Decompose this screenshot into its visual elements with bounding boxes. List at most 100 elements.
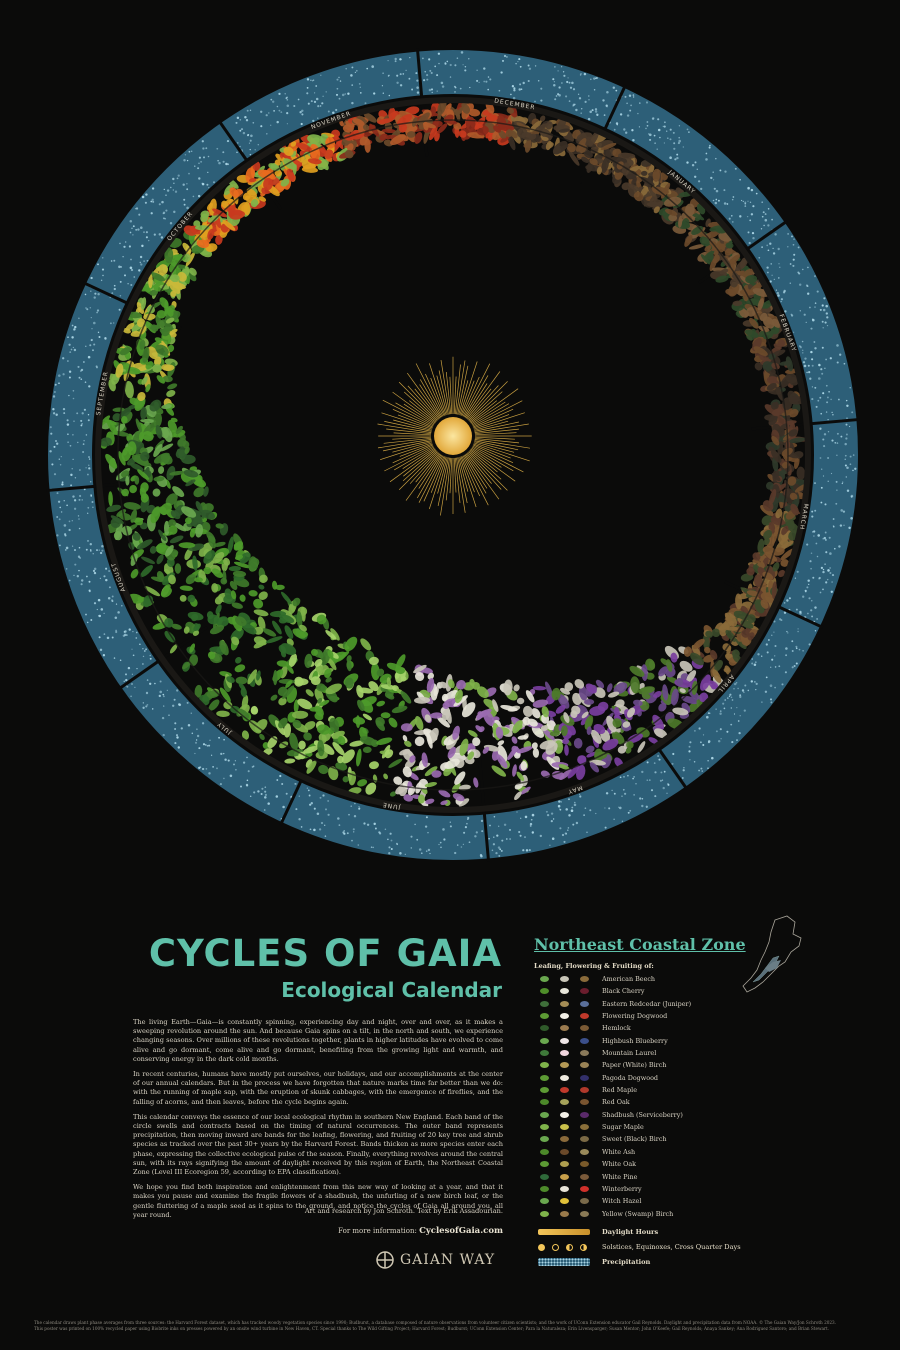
flower-icon [560,1210,569,1217]
leaf-icon [540,1062,549,1069]
legend-item: Witch Hazel [534,1195,754,1207]
paragraph: The living Earth—Gaia—is constantly spin… [133,1018,503,1063]
leaf-icon [540,988,549,995]
footer-notes: The calendar draws plant phase averages … [34,1320,868,1331]
leaf-icon [540,1161,549,1168]
poster-title: CYCLES OF GAIA [148,932,502,975]
fruit-icon [580,976,589,982]
credits: Art and research by Jon Schroth. Text by… [304,1207,503,1215]
legend-item: Mountain Laurel [534,1047,754,1059]
flower-icon [560,1037,569,1044]
fruit-icon [580,1074,589,1081]
flower-icon [560,976,569,982]
fruit-icon [580,1099,589,1106]
leaf-icon [540,1124,549,1131]
zone-subtitle: Leafing, Flowering & Fruiting of: [534,962,654,970]
legend-item: Hemlock [534,1022,754,1034]
legend-item: Sugar Maple [534,1121,754,1133]
website-link[interactable]: CyclesofGaia.com [419,1226,503,1236]
flower-icon [560,1148,569,1155]
flower-icon [560,1161,569,1168]
leaf-icon [540,1198,549,1205]
zone-title: Northeast Coastal Zone [534,935,746,954]
legend-item: Eastern Redcedar (Juniper) [534,998,754,1010]
flower-icon [560,1050,569,1057]
ecological-wheel: JANUARYFEBRUARYMARCHAPRILMAYJUNEJULYAUGU… [46,48,860,862]
fruit-icon [580,1000,589,1007]
legend-item: White Oak [534,1158,754,1170]
fruit-icon [580,1210,589,1217]
flower-icon [560,1074,569,1081]
brand-name: GAIAN WAY [400,1252,496,1268]
leaf-icon [540,1099,549,1106]
sun-icon [377,356,532,516]
footer-line: This poster was printed on 100% recycled… [34,1325,830,1331]
moon-phase-icons [538,1244,590,1252]
fruit-icon [580,1111,589,1118]
legend-item: Flowering Dogwood [534,1010,754,1022]
month-label: MARCH [798,503,810,531]
leaf-icon [540,976,549,982]
legend-item: Yellow (Swamp) Birch [534,1208,754,1220]
fruit-icon [580,1062,589,1069]
leaf-icon [540,1173,549,1180]
precipitation-ring [48,50,858,860]
leaf-icon [540,1210,549,1217]
legend-item: American Beech [534,973,754,985]
legend-item: White Pine [534,1171,754,1183]
fruit-icon [580,1013,589,1020]
precipitation-bar-icon [538,1258,590,1266]
leaf-icon [540,1148,549,1155]
daylight-legend: Daylight Hours [534,1228,754,1238]
fruit-icon [580,1025,589,1032]
fruit-icon [580,1050,589,1057]
legend-item: Sweet (Black) Birch [534,1133,754,1145]
legend-item: Black Cherry [534,985,754,997]
flower-icon [560,1136,569,1143]
solstice-legend: Solstices, Equinoxes, Cross Quarter Days [534,1243,754,1253]
flower-icon [560,1185,569,1192]
flower-icon [560,1087,569,1094]
leaf-icon [540,1000,549,1007]
fruit-icon [580,1198,589,1205]
earth-cross-icon [376,1251,394,1269]
flower-icon [560,1198,569,1205]
plant-phase-ring [95,97,811,813]
more-info: For more information: CyclesofGaia.com [280,1226,503,1236]
flower-icon [560,1099,569,1106]
poster-subtitle: Ecological Calendar [281,978,502,1002]
legend-item: Paper (White) Birch [534,1059,754,1071]
month-label: MAY [566,784,583,796]
intro-text: The living Earth—Gaia—is constantly spin… [133,1018,503,1226]
paragraph: This calendar conveys the essence of our… [133,1112,503,1177]
flower-icon [560,1013,569,1020]
flower-icon [560,1025,569,1032]
paragraph: In recent centuries, humans have mostly … [133,1070,503,1106]
flower-icon [560,1173,569,1180]
leaf-icon [540,1111,549,1118]
leaf-icon [540,1050,549,1057]
fruit-icon [580,1124,589,1131]
leaf-icon [540,1037,549,1044]
leaf-icon [540,1136,549,1143]
sun-disc [434,417,472,455]
legend-item: White Ash [534,1146,754,1158]
legend-item: Pagoda Dogwood [534,1072,754,1084]
legend-item: Red Maple [534,1084,754,1096]
leaf-icon [540,1025,549,1032]
sun-rays [377,356,532,516]
fruit-icon [580,1185,589,1192]
legend-item: Red Oak [534,1096,754,1108]
fruit-icon [580,1161,589,1168]
flower-icon [560,1124,569,1131]
fruit-icon [580,988,589,995]
leaf-icon [540,1087,549,1094]
flower-icon [560,1000,569,1007]
daylight-bar-icon [538,1229,590,1235]
month-label: JUNE [382,801,402,811]
footer-line: The calendar draws plant phase averages … [34,1320,837,1325]
fruit-icon [580,1136,589,1143]
leaf-icon [540,1074,549,1081]
leaf-icon [540,1185,549,1192]
northeast-map-icon [742,915,802,993]
